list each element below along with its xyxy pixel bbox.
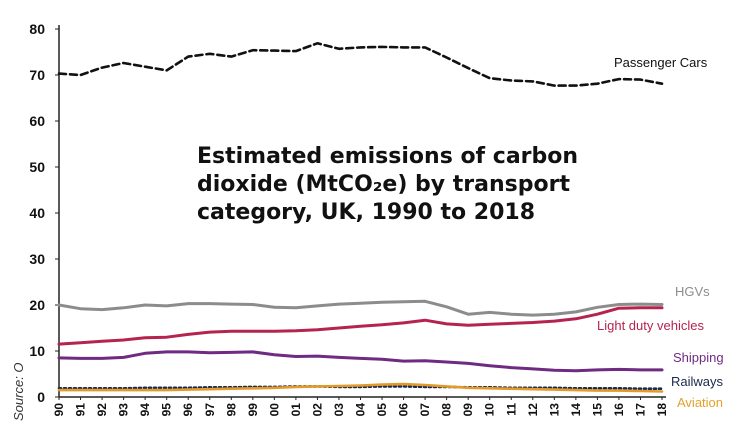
x-tick-label: 94 [138, 403, 152, 417]
x-tick-label: 07 [418, 403, 432, 417]
x-tick-label: 12 [526, 403, 540, 417]
y-tick-label: 20 [29, 297, 45, 313]
series-label-aviation: Aviation [677, 395, 723, 410]
y-tick-label: 80 [29, 21, 45, 37]
y-tick-label: 70 [29, 67, 45, 83]
x-tick-label: 92 [95, 403, 109, 417]
series-lines [57, 41, 664, 393]
x-tick-label: 91 [74, 403, 88, 417]
series-line-railways [57, 385, 664, 391]
x-tick-label: 00 [267, 403, 281, 417]
series-line-aviation [57, 382, 664, 393]
x-tick-label: 95 [160, 403, 174, 417]
x-tick-label: 08 [440, 403, 454, 417]
series-line-hgvs [57, 299, 664, 317]
x-tick-label: 93 [117, 403, 131, 417]
x-tick-label: 98 [224, 403, 238, 417]
x-tick-label: 02 [310, 403, 324, 417]
x-tick-label: 13 [547, 403, 561, 417]
x-tick-label: 05 [375, 403, 389, 417]
y-tick-label: 50 [29, 159, 45, 175]
x-tick-label: 90 [52, 403, 66, 417]
chart-title-line: Estimated emissions of carbon [197, 144, 578, 169]
x-tick-label: 96 [181, 403, 195, 417]
y-tick-label: 10 [29, 343, 45, 359]
y-tick-label: 60 [29, 113, 45, 129]
x-tick-label: 14 [569, 403, 583, 417]
chart-title: Estimated emissions of carbon dioxide (Mt… [197, 144, 578, 225]
x-tick-label: 10 [483, 403, 497, 417]
x-tick-label: 16 [612, 403, 626, 417]
x-tick-label: 18 [655, 403, 669, 417]
y-tick-label: 0 [37, 389, 45, 405]
x-tick-label: 99 [246, 403, 260, 417]
axes [58, 25, 666, 398]
series-label-shipping: Shipping [673, 350, 724, 365]
x-tick-label: 97 [203, 403, 217, 417]
series-line-passenger-cars [57, 41, 664, 87]
x-tick-label: 06 [397, 403, 411, 417]
series-label-hgvs: HGVs [675, 284, 710, 299]
x-tick-label: 15 [590, 403, 604, 417]
source-note: Source: O [11, 362, 26, 421]
series-label-light-duty-vehicles: Light duty vehicles [597, 318, 704, 333]
series-line-light-duty-vehicles [57, 306, 664, 346]
x-tick-label: 17 [633, 403, 647, 417]
y-tick-label: 30 [29, 251, 45, 267]
series-labels: Passenger Cars HGVs Light duty vehicles Shi… [597, 55, 724, 410]
series-label-railways: Railways [671, 374, 724, 389]
source-label: Source: O [11, 362, 26, 421]
x-tick-label: 01 [289, 403, 303, 417]
x-tick-label: 11 [504, 403, 518, 416]
y-tick-label: 40 [29, 205, 45, 221]
chart-title-line: dioxide (MtCO₂e) by transport [197, 172, 570, 197]
x-tick-label: 09 [461, 403, 475, 417]
chart-title-line: category, UK, 1990 to 2018 [197, 200, 535, 225]
series-line-shipping [57, 350, 664, 373]
x-tick-label: 03 [332, 403, 346, 417]
series-label-passenger-cars: Passenger Cars [614, 55, 708, 70]
x-tick-label: 04 [354, 403, 368, 417]
